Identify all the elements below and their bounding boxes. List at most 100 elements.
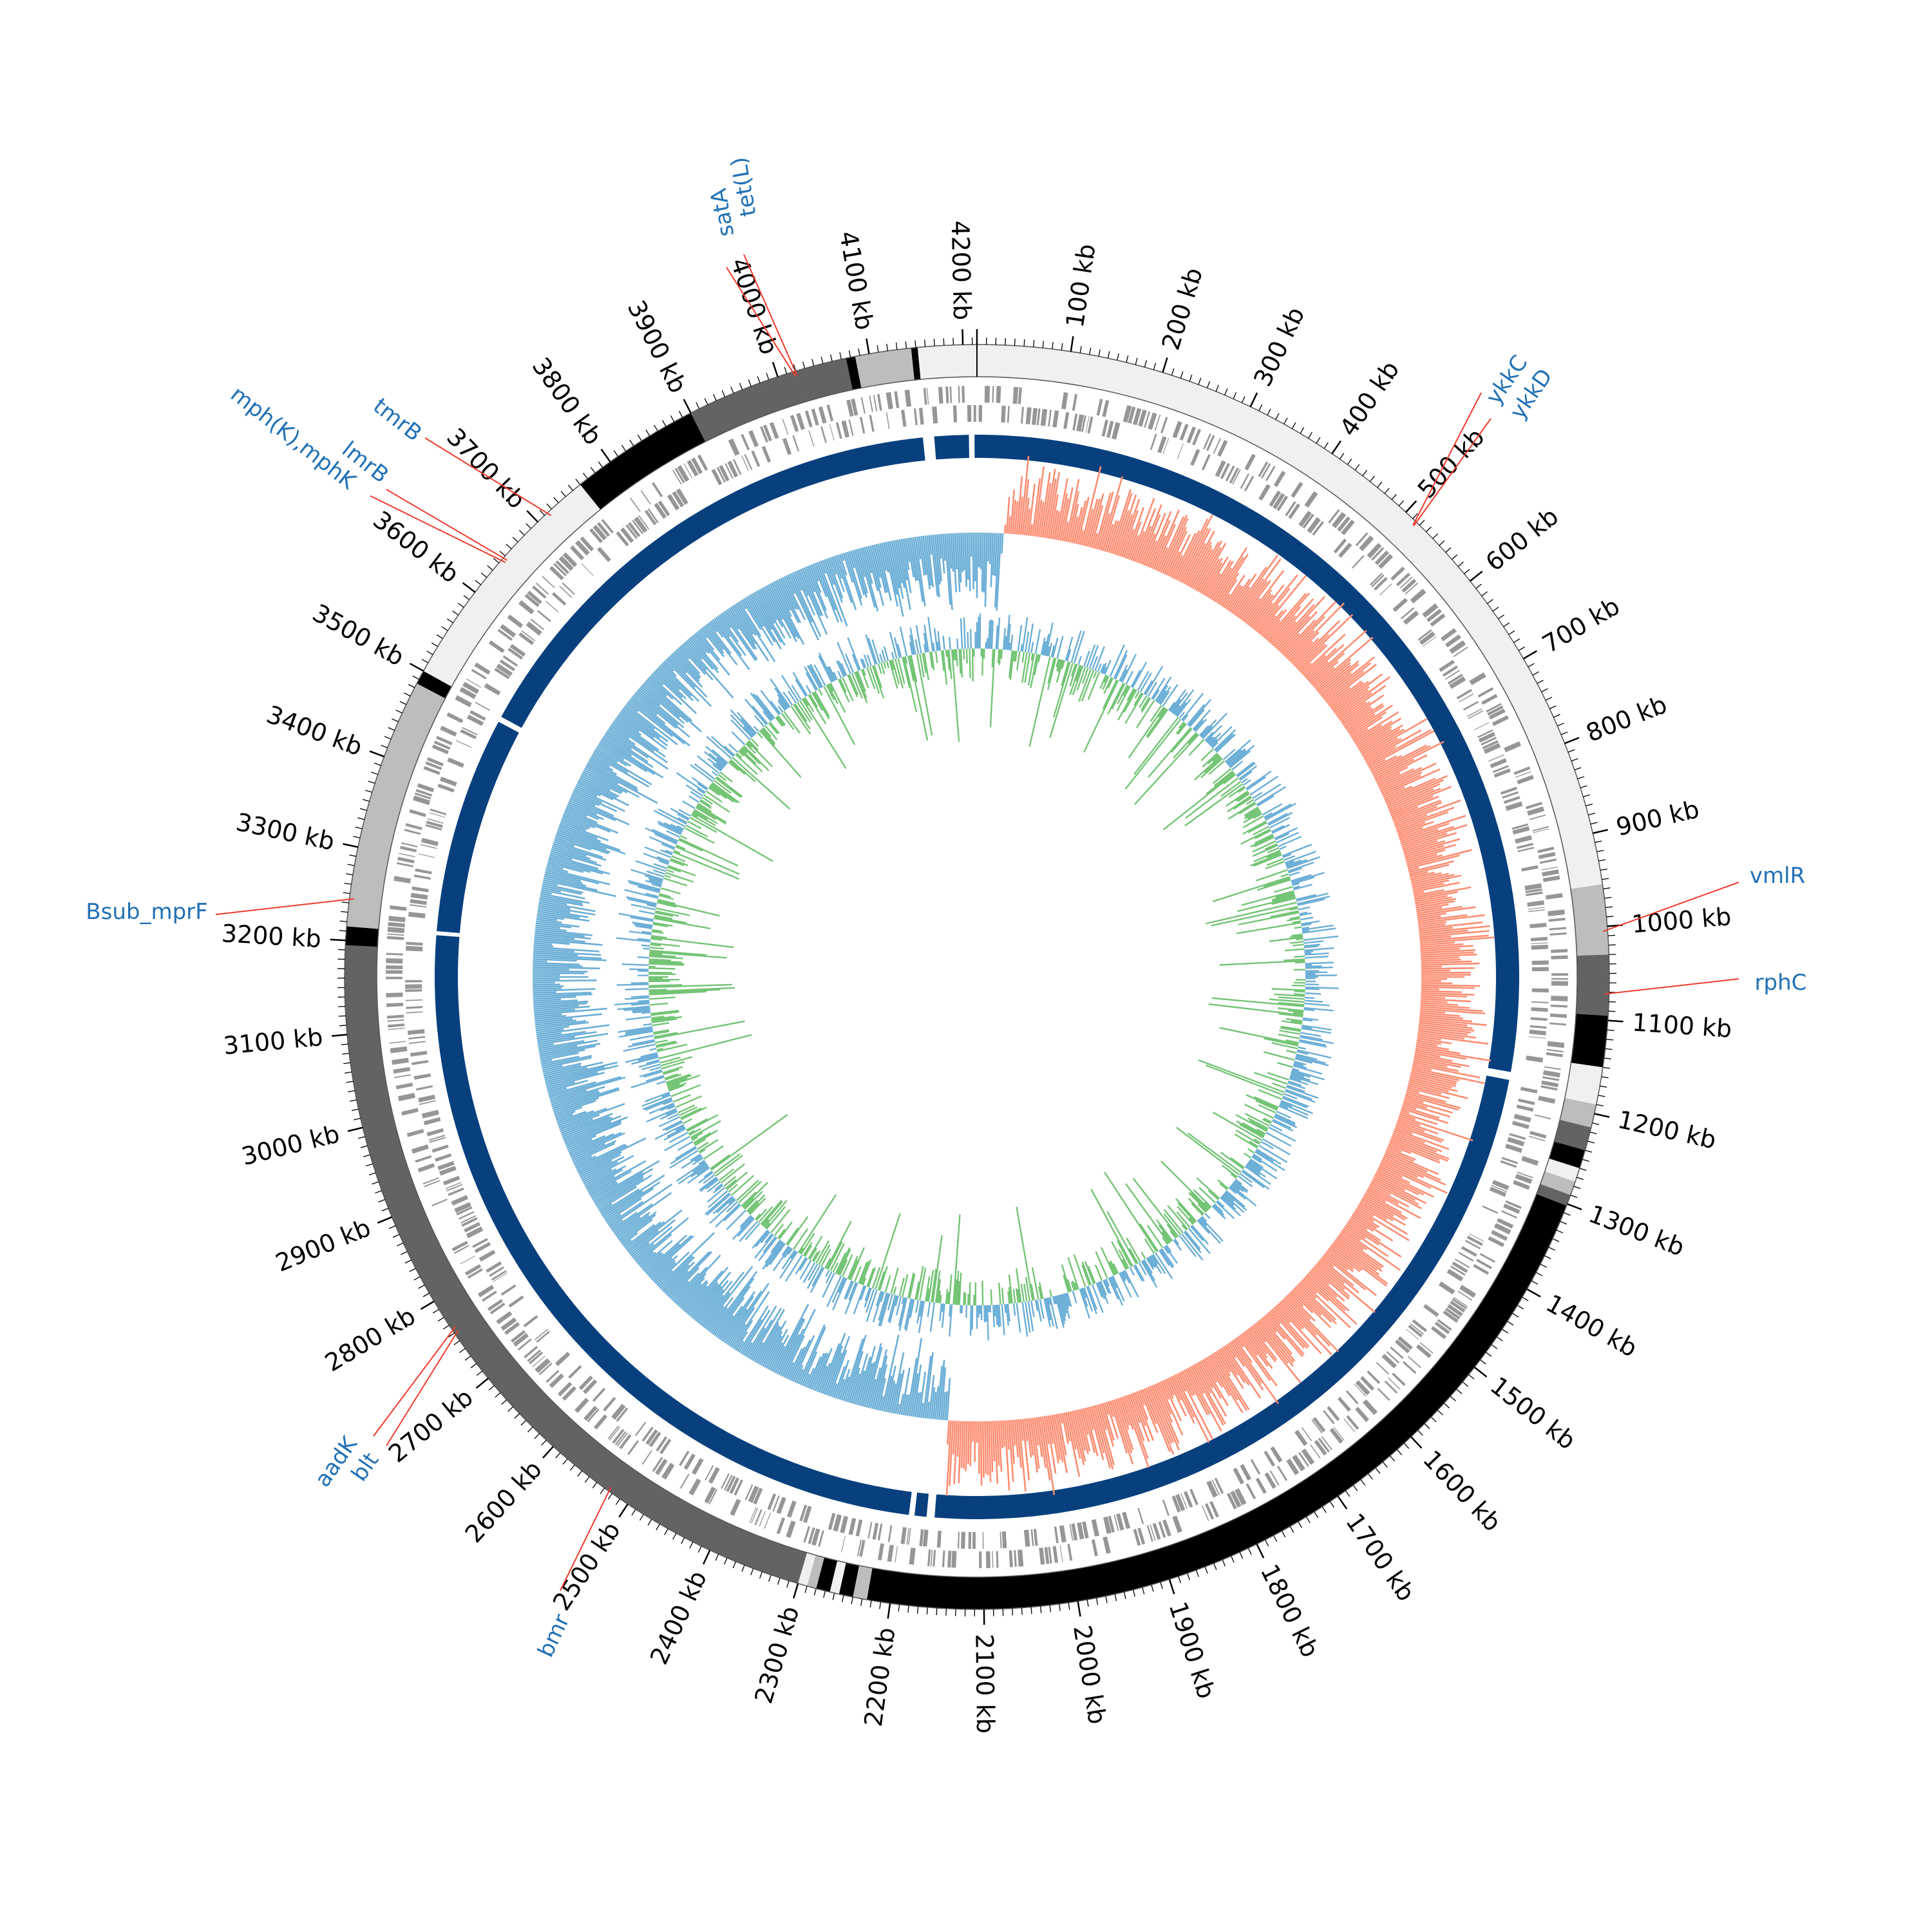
gc-skew-bar <box>1325 1251 1349 1271</box>
gc-skew-bar <box>1292 638 1320 665</box>
minor-tick <box>1339 453 1345 460</box>
gc-content-bar <box>1072 1291 1077 1303</box>
gc-skew-bar <box>774 580 791 611</box>
gc-content-bar <box>981 649 984 676</box>
gc-content-bar <box>796 701 811 723</box>
gc-skew-bar <box>1021 1419 1030 1481</box>
cds-feature <box>1423 1303 1439 1317</box>
cds-feature <box>545 601 559 613</box>
gc-content-bar <box>1270 910 1299 918</box>
gc-skew-bar <box>1126 1394 1145 1441</box>
gc-skew-bar <box>757 590 786 639</box>
gc-content-bar <box>730 709 755 736</box>
cds-feature <box>909 1548 916 1565</box>
cds-feature <box>399 853 415 858</box>
gc-content-bar <box>654 1032 678 1038</box>
cds-feature <box>1512 826 1530 835</box>
minor-tick <box>422 1293 430 1298</box>
minor-tick <box>493 558 500 564</box>
gc-skew-bar <box>1409 871 1428 877</box>
gc-skew-bar <box>626 702 639 713</box>
gc-content-bar <box>696 755 720 774</box>
minor-tick <box>1239 1551 1244 1559</box>
cds-feature <box>497 629 513 641</box>
gc-skew-bar <box>945 1420 952 1496</box>
gc-skew-bar <box>1322 656 1375 699</box>
gc-content-bar <box>758 1206 773 1223</box>
gc-skew-bar <box>649 1257 673 1279</box>
gc-skew-bar <box>1403 840 1446 854</box>
gc-content-bar <box>889 660 898 689</box>
gc-skew-bar <box>1193 1364 1212 1394</box>
gc-skew-bar <box>1400 826 1455 844</box>
cds-feature <box>1150 433 1157 450</box>
gc-content-bar <box>1279 1029 1301 1035</box>
gc-content-bar <box>1078 668 1092 702</box>
gc-skew-bar <box>1122 529 1135 558</box>
gc-skew-bar <box>1361 1198 1406 1226</box>
cds-feature <box>1232 469 1241 485</box>
gc-content-bar <box>688 795 699 803</box>
gc-content-bar <box>1178 721 1185 729</box>
cds-feature <box>923 388 927 405</box>
gc-content-bar <box>1152 1253 1166 1274</box>
gc-skew-bar <box>1043 468 1056 538</box>
cds-feature <box>859 1540 866 1557</box>
minor-tick <box>453 1340 460 1345</box>
minor-tick <box>339 920 347 922</box>
gc-content-bar <box>952 1214 961 1305</box>
gc-content-bar <box>1235 1179 1243 1185</box>
minor-tick <box>876 345 879 353</box>
gc-content-bar <box>1156 685 1168 703</box>
cds-feature <box>1331 512 1347 529</box>
gc-skew-bar <box>663 1262 695 1294</box>
gc-content-bar <box>949 1304 952 1317</box>
gc-content-bar <box>649 996 676 1000</box>
gc-content-bar <box>1215 1201 1235 1220</box>
gc-content-bar <box>1141 697 1151 713</box>
minor-tick <box>1412 513 1418 519</box>
gc-content-bar <box>760 1231 771 1244</box>
minor-tick <box>348 1090 355 1093</box>
gc-skew-bar <box>934 1386 940 1420</box>
gc-skew-bar <box>1016 476 1023 535</box>
gc-content-bar <box>667 1074 701 1088</box>
gc-skew-bar <box>992 533 996 576</box>
cds-feature <box>1360 1376 1375 1391</box>
cds-feature <box>761 446 772 463</box>
gc-content-bar <box>649 987 735 993</box>
cds-feature <box>1488 754 1504 762</box>
gc-skew-bar <box>573 788 603 804</box>
minor-tick <box>404 692 411 697</box>
gc-skew-bar <box>989 533 992 564</box>
cds-feature <box>401 1108 419 1116</box>
cds-feature <box>1318 1437 1331 1453</box>
gc-skew-bar <box>1367 1188 1421 1219</box>
gc-skew-bar <box>743 598 773 646</box>
gc-skew-bar <box>667 1251 713 1298</box>
minor-tick <box>1480 1359 1486 1365</box>
gc-content-bar <box>1223 773 1236 785</box>
cds-feature <box>1312 1417 1326 1433</box>
minor-tick <box>600 1488 605 1494</box>
gc-skew-bar <box>1420 1006 1483 1012</box>
tick-label: 1500 kb <box>1485 1371 1581 1455</box>
gc-content-bar <box>1171 692 1188 714</box>
gc-content-bar <box>948 649 952 679</box>
gc-content-bar <box>706 1181 721 1193</box>
gc-skew-bar <box>840 1376 850 1401</box>
gc-content-bar <box>954 649 957 661</box>
tick-label: 1300 kb <box>1585 1200 1688 1262</box>
gc-skew-bar <box>1313 636 1374 688</box>
cds-feature <box>406 1006 423 1009</box>
gc-content-bar <box>1295 1056 1329 1066</box>
gc-content-bar <box>649 836 676 849</box>
cds-feature <box>1530 1131 1547 1139</box>
gc-skew-bar <box>1079 1408 1091 1452</box>
cds-feature <box>647 508 659 524</box>
minor-tick <box>813 1588 817 1596</box>
gc-content-bar <box>740 748 757 765</box>
gc-content-bar <box>788 1248 793 1255</box>
gc-content-bar <box>1208 1003 1303 1016</box>
gc-skew-bar <box>540 1059 553 1063</box>
